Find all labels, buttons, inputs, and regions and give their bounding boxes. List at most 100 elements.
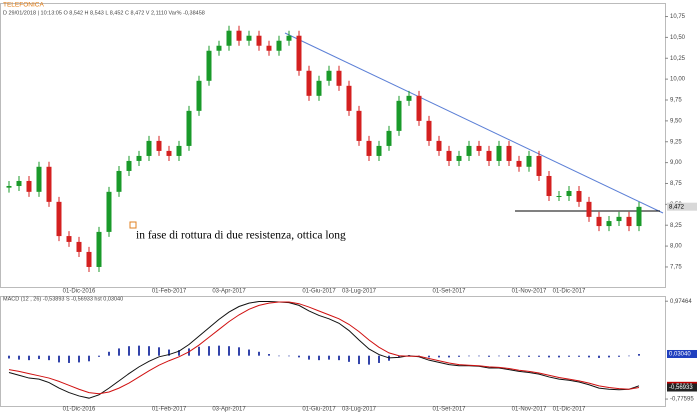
x-tick-label: 03-Lug-2017 [342, 289, 377, 295]
x-tick-label: 01-Nov-2017 [512, 407, 547, 413]
candle-body [16, 180, 22, 186]
candle-body [486, 150, 492, 161]
y-tick-label: 10,75 [670, 14, 686, 20]
histogram-bar [228, 346, 230, 356]
candle-body [156, 140, 162, 151]
x-tick-label: 01-Feb-2017 [152, 289, 187, 295]
candle-body [506, 145, 512, 161]
trend-line [284, 32, 664, 214]
histogram-bar [348, 355, 350, 362]
histogram-bar [68, 355, 70, 363]
candle-body [366, 140, 372, 156]
candle-body [146, 140, 152, 156]
candle-body [276, 40, 282, 51]
histogram-bar [358, 355, 360, 365]
histogram-bar [448, 355, 450, 358]
candle-body [626, 216, 632, 227]
candle-body [306, 70, 312, 96]
histogram-bar [198, 346, 200, 356]
histogram-bar [548, 355, 550, 358]
histogram-bar [468, 355, 470, 357]
histogram-bar [8, 355, 10, 359]
histogram-bar [338, 355, 340, 361]
candle-body [456, 155, 462, 161]
candle-body [576, 190, 582, 202]
candle-body [106, 191, 112, 232]
x-tick-label: 01-Set-2017 [432, 407, 466, 413]
candle-body [186, 110, 192, 146]
histogram-bar [478, 355, 480, 357]
histogram-bar [368, 355, 370, 365]
histogram-bar [638, 353, 640, 356]
candle-body [36, 166, 42, 192]
candle-body [396, 100, 402, 131]
candle-body [216, 45, 222, 51]
histogram-bar [18, 355, 20, 360]
y-tick-label: 9,75 [670, 98, 682, 104]
histogram-bar [208, 346, 210, 356]
candle-body [86, 251, 92, 267]
candle-body [556, 196, 562, 198]
x-tick-label: 03-Apr-2017 [212, 407, 246, 413]
candle-body [296, 35, 302, 71]
candle-body [6, 185, 12, 188]
histogram-bar [158, 347, 160, 356]
chart-title: TELEFONICA [3, 2, 44, 9]
histogram-bar [318, 355, 320, 361]
candle-body [136, 155, 142, 161]
candle-body [516, 160, 522, 167]
x-tick-label: 03-Apr-2017 [212, 289, 246, 295]
candle-body [226, 30, 232, 46]
candle-body [346, 85, 352, 111]
candle-body [416, 95, 422, 121]
candle-body [526, 155, 532, 167]
histogram-bar [558, 355, 560, 358]
macd-panel [0, 296, 666, 407]
histogram-bar [588, 355, 590, 358]
macd-line [8, 300, 640, 399]
candle-body [406, 95, 412, 101]
histogram-bar [288, 355, 290, 357]
histogram-bar [88, 355, 90, 362]
candle-body [476, 145, 482, 151]
histogram-bar [168, 349, 170, 356]
histogram-bar [28, 355, 30, 361]
y-tick-label: 9,25 [670, 139, 682, 145]
candle-body [336, 70, 342, 86]
candle-body [256, 35, 262, 46]
histogram-bar [628, 355, 630, 357]
histogram-bar [518, 355, 520, 357]
y-tick-label: 8,25 [670, 223, 682, 229]
candle-body [96, 231, 102, 267]
histogram-bar [398, 355, 400, 358]
price-marker [667, 349, 697, 358]
x-tick-label: 01-Dic-2017 [553, 407, 586, 413]
histogram-bar [218, 345, 220, 356]
macd-title: MACD (12 , 26) -0,53893 S -0,56933 hst 0… [3, 296, 123, 302]
candle-body [616, 216, 622, 222]
histogram-bar [458, 355, 460, 357]
candle-body [586, 201, 592, 217]
candle-body [356, 110, 362, 141]
histogram-bar [298, 355, 300, 358]
x-tick-label: 03-Lug-2017 [342, 407, 377, 413]
y-tick-label: 7,75 [670, 265, 682, 271]
candle-body [376, 145, 382, 156]
histogram-bar [98, 355, 100, 357]
price-marker-label: -0,56933 [669, 385, 693, 391]
histogram-bar [258, 351, 260, 356]
x-tick-label: 01-Nov-2017 [512, 289, 547, 295]
histogram-bar [598, 355, 600, 358]
histogram-bar [248, 349, 250, 356]
histogram-bar [608, 355, 610, 358]
y-tick-label: 8,00 [670, 244, 682, 250]
info-line: D 29/01/2018 | 10:13:05 O 8,542 H 8,543 … [3, 10, 205, 16]
x-tick-label: 01-Dic-2017 [553, 289, 586, 295]
y-tick-label: 0,97464 [670, 299, 692, 305]
y-tick-label: 9,50 [670, 118, 682, 124]
candle-body [176, 145, 182, 156]
histogram-bar [578, 355, 580, 357]
histogram-bar [268, 354, 270, 356]
y-tick-label: 10,00 [670, 77, 686, 83]
